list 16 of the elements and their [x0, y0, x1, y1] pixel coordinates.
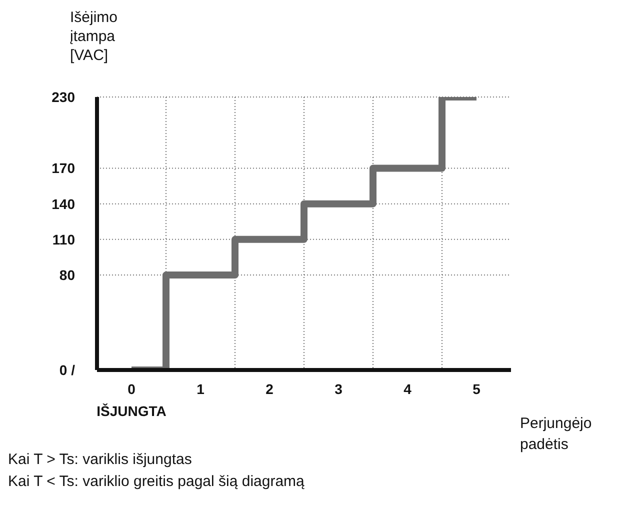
text: Kai T > Ts: variklis išjungtas: [8, 451, 192, 468]
y-tick-label: 140: [52, 196, 76, 212]
x-tick-label: 2: [266, 381, 274, 397]
x-tick-label: 0 IŠJUNGTA: [96, 381, 166, 419]
x-axis-title: Perjungėjo padėtis: [520, 414, 592, 455]
text: Kai T < Ts: variklio greitis pagal šią diagramą: [8, 473, 304, 490]
y-tick-label: 230: [52, 88, 76, 105]
x-tick-label: 3: [334, 381, 343, 397]
y-tick-label: 170: [52, 160, 76, 176]
y-tick-label: 110: [52, 231, 76, 248]
y-tick-label: 0 /: [59, 362, 76, 378]
x-tick-label: 5: [472, 381, 481, 397]
x-tick-label: 1: [196, 381, 205, 397]
x-tick-label: 4: [404, 381, 412, 397]
y-tick-label: 80: [59, 267, 76, 284]
y-axis-title: Išėjimo įtampa [VAC]: [70, 8, 118, 65]
